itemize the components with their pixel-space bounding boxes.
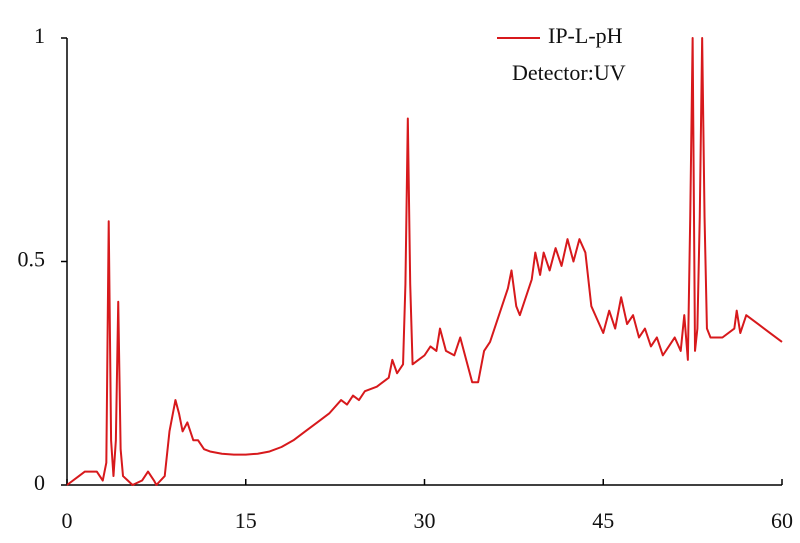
legend-label: IP-L-pH	[548, 23, 623, 48]
y-tick-label: 0.5	[18, 247, 46, 272]
y-tick-label: 0	[34, 470, 45, 495]
x-tick-label: 30	[414, 508, 436, 533]
x-tick-label: 60	[771, 508, 793, 533]
annotation: Detector:UV	[512, 60, 626, 85]
x-tick-label: 15	[235, 508, 257, 533]
x-tick-label: 0	[62, 508, 73, 533]
y-tick-label: 1	[34, 23, 45, 48]
x-tick-label: 45	[592, 508, 614, 533]
series-line	[66, 37, 783, 486]
